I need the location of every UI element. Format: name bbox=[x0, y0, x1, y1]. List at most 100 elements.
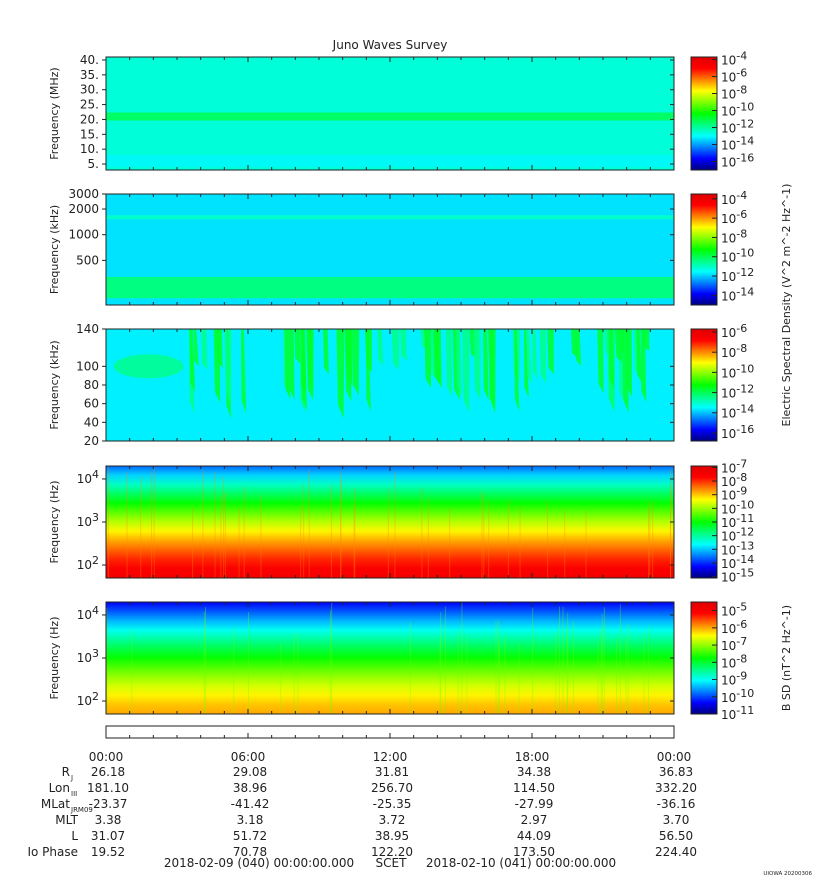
colorbar-tick-label: 10-8 bbox=[721, 652, 747, 670]
emission-streak bbox=[323, 329, 329, 375]
colorbar-tick-label: 10-15 bbox=[721, 567, 754, 585]
khz-low-band bbox=[106, 276, 674, 299]
emission-streak bbox=[306, 329, 314, 400]
ephemeris-value: 38.95 bbox=[375, 829, 409, 843]
emission-streak bbox=[213, 329, 221, 403]
hz-background bbox=[106, 602, 674, 714]
ephemeris-value: 36.83 bbox=[659, 765, 693, 779]
ephemeris-value: 34.38 bbox=[517, 765, 551, 779]
y-axis-label: Frequency (kHz) bbox=[48, 205, 61, 294]
colorbar-tick-label: 10-10 bbox=[721, 247, 754, 265]
panel-Hz_E: 102 103 104 Frequency (Hz) 10-710-810-910-10… bbox=[48, 457, 754, 584]
emission-streak bbox=[345, 329, 353, 377]
ephemeris-value: 19.52 bbox=[91, 845, 125, 859]
ephemeris-label: Io Phase bbox=[27, 845, 78, 859]
colorbar-tick-label: 10-14 bbox=[721, 135, 754, 153]
emission-streak bbox=[526, 329, 532, 384]
ephemeris-value: 3.70 bbox=[663, 813, 690, 827]
y-tick-label: 1000 bbox=[68, 228, 99, 242]
y-axis-label: Frequency (Hz) bbox=[48, 481, 61, 564]
emission-streak bbox=[539, 329, 547, 384]
emission-streak bbox=[456, 329, 462, 397]
ephemeris-value: 181.10 bbox=[87, 781, 129, 795]
emission-streak bbox=[424, 329, 431, 389]
colorbar-tick-label: 10-10 bbox=[721, 362, 754, 380]
ephemeris-value: 38.96 bbox=[233, 781, 267, 795]
ephemeris-value: 2.97 bbox=[521, 813, 548, 827]
colorbar-tick-label: 10-9 bbox=[721, 485, 747, 503]
time-tick-label: 12:00 bbox=[373, 750, 408, 764]
emission-streak bbox=[351, 329, 360, 396]
spectrogram-panels: 5.10.15.20.25.30.35.40. Frequency (MHz) 10… bbox=[48, 50, 793, 722]
ephemeris-value: 3.38 bbox=[95, 813, 122, 827]
emission-streak bbox=[614, 329, 623, 363]
panel-kHz_low: 20 40 60 80 100 140 Frequency (kHz) 10-6 10-8 10-… bbox=[48, 322, 754, 448]
ephemeris-value: -23.37 bbox=[89, 797, 128, 811]
ephemeris-subscript: III bbox=[71, 790, 77, 798]
y-tick-label: 102 bbox=[77, 554, 99, 572]
emission-streak bbox=[201, 329, 208, 370]
colorbar-tick-label: 10-8 bbox=[721, 471, 747, 489]
emission-streak bbox=[429, 329, 435, 379]
colorbar bbox=[690, 601, 718, 715]
colorbar bbox=[690, 56, 718, 171]
emission-streak bbox=[514, 329, 520, 412]
colorbar-tick-label: 10-8 bbox=[721, 342, 747, 360]
ephemeris-subscript: JRM09 bbox=[70, 806, 93, 814]
y-tick-label: 15. bbox=[80, 127, 99, 141]
emission-streak bbox=[636, 329, 642, 383]
emission-streak bbox=[435, 329, 442, 389]
colorbar-tick-label: 10-8 bbox=[721, 84, 747, 102]
spectrogram-MHz bbox=[106, 57, 674, 170]
ephemeris-value: 3.72 bbox=[379, 813, 406, 827]
y-tick-label: 60 bbox=[84, 397, 99, 411]
emission-streak bbox=[532, 329, 538, 379]
colorbar-tick-label: 10-16 bbox=[721, 152, 754, 170]
emission-streak bbox=[391, 329, 400, 370]
y-tick-label: 140 bbox=[76, 322, 99, 336]
y-tick-label: 30. bbox=[80, 83, 99, 97]
colorbar-tick-label: 10-7 bbox=[721, 635, 747, 653]
emission-streak bbox=[294, 329, 301, 364]
y-tick-label: 20. bbox=[80, 112, 99, 126]
ephemeris-value: -27.99 bbox=[515, 797, 554, 811]
watermark: UIOWA 20200306 bbox=[763, 871, 812, 877]
colorbar-tick-label: 10-13 bbox=[721, 539, 754, 557]
ephemeris-value: 122.20 bbox=[371, 845, 413, 859]
emission-streak bbox=[523, 329, 529, 398]
time-tick-label: 18:00 bbox=[515, 750, 550, 764]
ephemeris-value: -36.16 bbox=[657, 797, 696, 811]
y-tick-label: 104 bbox=[77, 468, 99, 486]
colorbar-tick-label: 10-12 bbox=[721, 383, 754, 401]
y-tick-label: 500 bbox=[76, 253, 99, 267]
ephemeris-value: 26.18 bbox=[91, 765, 125, 779]
time-tick-label: 00:00 bbox=[89, 750, 124, 764]
emission-streak bbox=[571, 329, 578, 358]
colorbar-tick-label: 10-11 bbox=[721, 704, 754, 722]
emission-streak bbox=[336, 329, 345, 418]
ephemeris-value: 224.40 bbox=[655, 845, 697, 859]
emission-streak bbox=[483, 329, 489, 401]
ephemeris-value: -25.35 bbox=[373, 797, 412, 811]
colorbar bbox=[690, 328, 718, 442]
colorbar-tick-label: 10-12 bbox=[721, 266, 754, 284]
colorbar-tick-label: 10-12 bbox=[721, 118, 754, 136]
y-tick-label: 10. bbox=[80, 142, 99, 156]
colorbar-tick-label: 10-16 bbox=[721, 423, 754, 441]
colorbar-tick-label: 10-6 bbox=[721, 67, 747, 85]
colorbar bbox=[690, 193, 718, 306]
emission-streak bbox=[445, 329, 453, 397]
y-tick-label: 20 bbox=[84, 434, 99, 448]
colorbar-tick-label: 10-5 bbox=[721, 601, 747, 619]
ephemeris-value: 31.81 bbox=[375, 765, 409, 779]
chart-title: Juno Waves Survey bbox=[332, 38, 448, 52]
spectrogram-kHz_high bbox=[106, 194, 674, 305]
emission-streak bbox=[284, 329, 291, 400]
colorbar-tick-label: 10-6 bbox=[721, 618, 747, 636]
emission-streak bbox=[462, 329, 470, 413]
spectrogram-kHz_low bbox=[106, 329, 674, 441]
colorbar-tick-label: 10-7 bbox=[721, 457, 747, 475]
panel-MHz: 5.10.15.20.25.30.35.40. Frequency (MHz) 10… bbox=[48, 50, 754, 172]
